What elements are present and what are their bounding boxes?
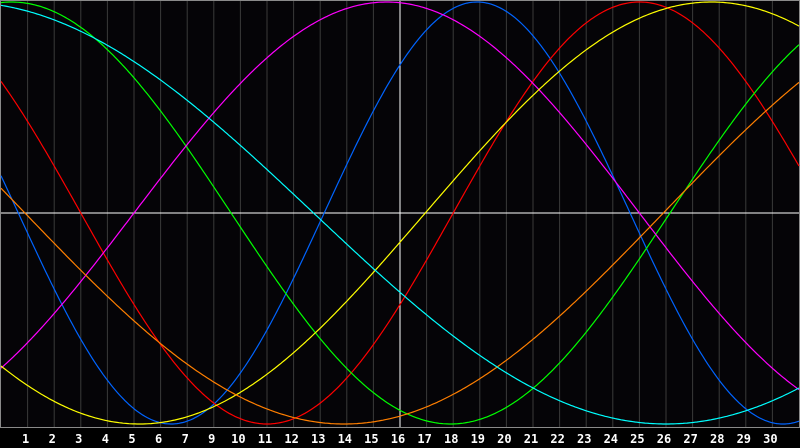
x-tick-label: 28 [710,432,724,446]
x-tick-label: 25 [630,432,644,446]
x-tick-label: 21 [524,432,538,446]
x-tick-label: 6 [155,432,162,446]
x-tick-label: 20 [497,432,511,446]
x-tick-label: 18 [444,432,458,446]
series-lines [0,1,800,425]
x-tick-label: 17 [417,432,431,446]
x-tick-label: 1 [22,432,29,446]
x-tick-label: 7 [182,432,189,446]
series-line-1 [0,1,800,425]
x-tick-label: 26 [657,432,671,446]
x-tick-label: 30 [763,432,777,446]
series-line-5 [0,1,800,425]
x-tick-label: 10 [231,432,245,446]
x-tick-label: 19 [471,432,485,446]
x-tick-label: 5 [128,432,135,446]
x-tick-label: 23 [577,432,591,446]
x-tick-label: 29 [737,432,751,446]
x-tick-label: 15 [364,432,378,446]
x-tick-label: 4 [102,432,109,446]
series-line-7 [0,4,800,425]
x-tick-label: 2 [49,432,56,446]
series-line-3 [0,1,800,425]
series-line-4 [0,1,800,391]
x-tick-label: 12 [284,432,298,446]
series-line-6 [0,81,800,425]
x-tick-label: 27 [683,432,697,446]
x-tick-label: 22 [550,432,564,446]
x-tick-label: 16 [391,432,405,446]
x-tick-labels: 1 2 3 4 5 6 7 9 10 11 12 13 14 15 16 17 18 19 20 21 22 23 24 25… [22,432,778,446]
x-tick-label: 14 [338,432,352,446]
x-tick-label: 9 [208,432,215,446]
x-tick-label: 24 [604,432,618,446]
x-tick-label: 13 [311,432,325,446]
x-tick-label: 11 [258,432,272,446]
grid-lines [27,1,773,427]
series-line-2 [0,1,800,425]
x-tick-label: 3 [75,432,82,446]
